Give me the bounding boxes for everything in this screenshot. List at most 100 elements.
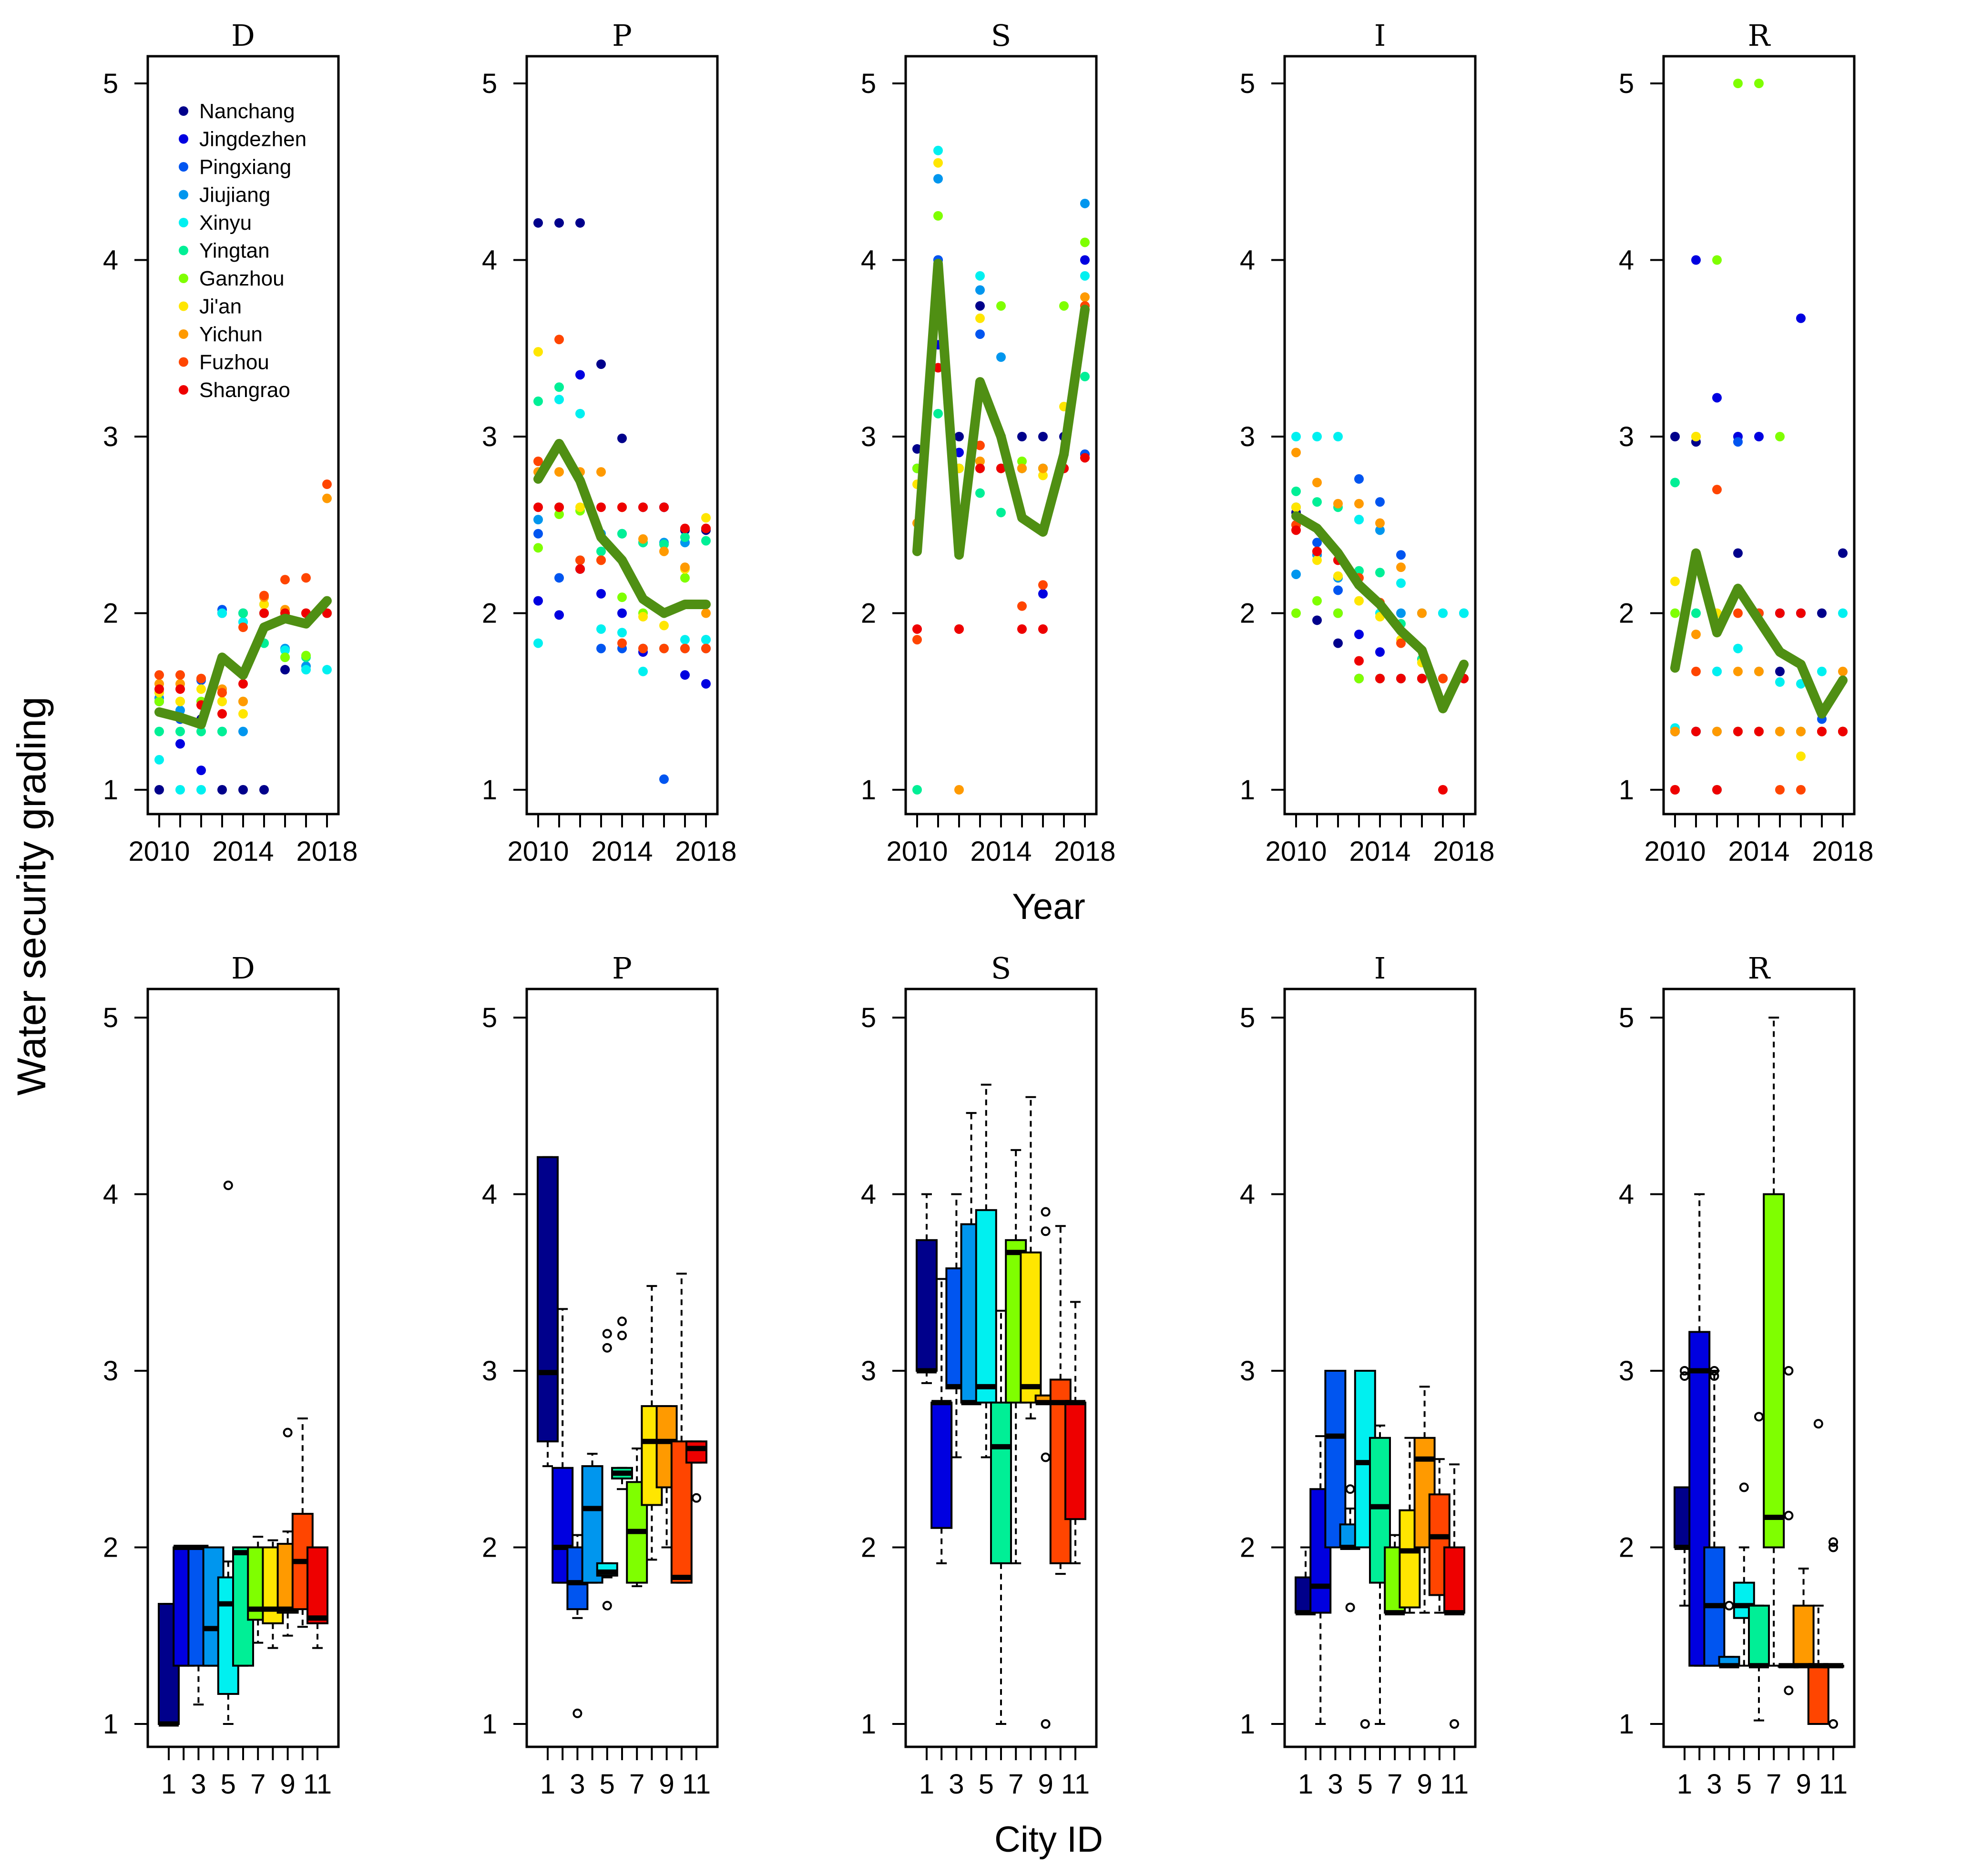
point-jian	[175, 696, 185, 706]
point-fuzhou	[259, 591, 269, 601]
y-tick-label: 5	[103, 68, 118, 99]
outlier	[602, 1601, 612, 1611]
point-nanchang	[975, 301, 985, 311]
point-yingtan	[1670, 478, 1680, 488]
box-body	[1443, 1546, 1465, 1614]
point-jian	[196, 684, 206, 694]
point-yichun	[680, 562, 690, 572]
point-yichun	[1333, 499, 1343, 509]
y-tick-label: 1	[1619, 1709, 1634, 1740]
y-tick-label: 1	[1619, 775, 1634, 805]
y-tick-label: 2	[103, 598, 118, 629]
point-fuzhou	[322, 479, 332, 489]
point-jian	[1038, 470, 1048, 480]
point-shangrao	[322, 608, 332, 618]
point-fuzhou	[596, 555, 606, 565]
point-ganzhou	[1017, 456, 1027, 466]
point-ganzhou	[680, 573, 690, 583]
point-jingdezhen	[701, 679, 711, 689]
point-shangrao	[1375, 673, 1385, 683]
x-tick-label: 2014	[1349, 836, 1410, 867]
panel-title: P	[612, 18, 632, 53]
point-xinyu	[638, 666, 648, 676]
point-jingdezhen	[1691, 255, 1701, 265]
point-fuzhou	[1733, 608, 1743, 618]
point-jingdezhen	[1754, 432, 1764, 441]
point-jiujiang	[996, 352, 1006, 362]
point-fuzhou	[1438, 673, 1448, 683]
point-nanchang	[1817, 608, 1827, 618]
point-shangrao	[954, 624, 964, 634]
point-jingdezhen	[533, 596, 543, 606]
point-yichun	[1291, 448, 1301, 458]
point-jian	[933, 158, 943, 168]
x-tick-label: 11	[682, 1769, 711, 1800]
point-jingdezhen	[196, 765, 206, 775]
point-yichun	[554, 467, 564, 477]
x-tick-label: 2010	[1265, 836, 1327, 867]
point-shangrao	[659, 502, 669, 512]
point-xinyu	[1333, 432, 1343, 441]
point-shangrao	[596, 502, 606, 512]
point-yichun	[701, 608, 711, 618]
box-body	[537, 1156, 559, 1443]
y-tick-label: 4	[1240, 245, 1255, 276]
x-tick-label: 3	[1328, 1769, 1343, 1800]
y-tick-label: 3	[103, 421, 118, 452]
point-shangrao	[1733, 726, 1743, 736]
legend-entry: Jingdezhen	[199, 128, 306, 151]
point-jiujiang	[238, 726, 248, 736]
y-tick-label: 2	[103, 1532, 118, 1563]
point-yingtan	[217, 726, 227, 736]
box-body	[685, 1440, 707, 1464]
legend-marker	[179, 218, 188, 227]
outlier	[1709, 1366, 1719, 1376]
point-yichun	[1838, 666, 1848, 676]
x-tick-label: 9	[280, 1769, 295, 1800]
point-jian	[217, 696, 227, 706]
point-jingdezhen	[680, 670, 690, 680]
point-shangrao	[1038, 624, 1048, 634]
outlier	[692, 1493, 701, 1503]
point-shangrao	[638, 502, 648, 512]
point-jian	[638, 612, 648, 622]
point-jingdezhen	[175, 739, 185, 749]
mean-trend-line	[533, 438, 711, 618]
point-jiujiang	[1291, 569, 1301, 579]
point-shangrao	[1754, 726, 1764, 736]
y-tick-label: 3	[861, 1356, 876, 1387]
y-tick-label: 5	[482, 68, 497, 99]
point-yichun	[1691, 629, 1701, 639]
point-fuzhou	[533, 456, 543, 466]
y-tick-label: 4	[1619, 245, 1634, 276]
x-tick-label: 5	[600, 1769, 615, 1800]
point-nanchang	[617, 433, 627, 443]
outlier	[1680, 1371, 1689, 1381]
point-pingxiang	[1375, 497, 1385, 507]
point-shangrao	[1817, 726, 1827, 736]
point-shangrao	[1796, 608, 1806, 618]
point-shangrao	[1354, 656, 1364, 666]
point-nanchang	[1312, 615, 1322, 625]
x-tick-label: 2010	[128, 836, 190, 867]
y-tick-label: 2	[861, 1532, 876, 1563]
x-tick-label: 2014	[212, 836, 274, 867]
point-jian	[1291, 502, 1301, 512]
y-tick-label: 4	[1619, 1179, 1634, 1210]
point-ganzhou	[1312, 596, 1322, 606]
box-city-1	[537, 1156, 559, 1468]
point-xinyu	[280, 645, 290, 655]
legend-marker	[179, 245, 188, 255]
y-tick-label: 1	[861, 775, 876, 805]
point-shangrao	[1838, 726, 1848, 736]
point-xinyu	[175, 785, 185, 795]
point-xinyu	[1712, 666, 1722, 676]
point-jingdezhen	[1796, 313, 1806, 323]
point-yingtan	[659, 540, 669, 550]
legend-entry: Jiujiang	[199, 184, 270, 207]
x-tick-label: 11	[303, 1769, 332, 1800]
point-xinyu	[596, 624, 606, 634]
point-jian	[1312, 555, 1322, 565]
point-yingtan	[1312, 497, 1322, 507]
outlier	[1784, 1510, 1794, 1520]
